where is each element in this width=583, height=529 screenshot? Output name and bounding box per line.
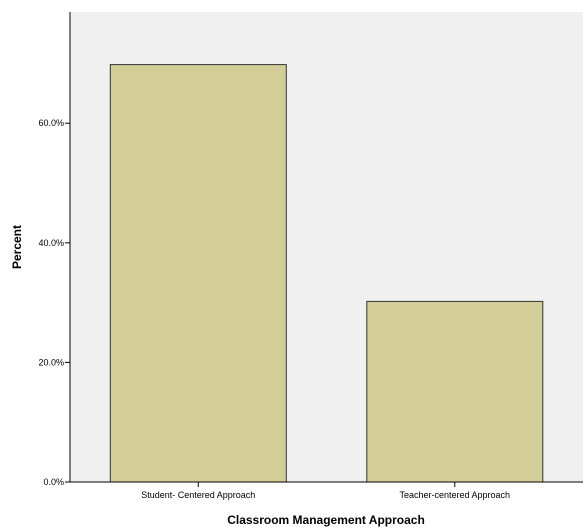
x-tick-label: Student- Centered Approach xyxy=(141,490,255,500)
x-axis: Student- Centered Approach Teacher-center… xyxy=(70,481,583,500)
x-tick-label: Teacher-centered Approach xyxy=(399,490,510,500)
y-axis: 0.0% 20.0% 40.0% 60.0% xyxy=(38,12,71,487)
y-tick-label: 0.0% xyxy=(43,477,64,487)
x-axis-title: Classroom Management Approach xyxy=(227,513,425,527)
bar xyxy=(109,64,287,483)
y-tick-label: 60.0% xyxy=(38,118,64,128)
y-tick-label: 40.0% xyxy=(38,238,64,248)
y-axis-title: Percent xyxy=(10,225,24,269)
y-tick-label: 20.0% xyxy=(38,357,64,367)
bar xyxy=(366,300,544,483)
bars xyxy=(109,64,544,483)
